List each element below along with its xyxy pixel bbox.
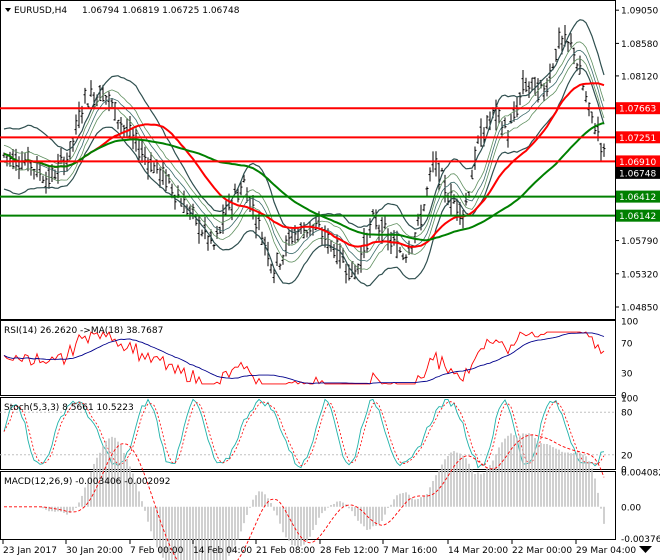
price-tick-label: 1.09050 (621, 7, 658, 17)
ma-red-line (3, 82, 605, 248)
bollinger-upper-line (3, 19, 605, 234)
macd-pane[interactable] (0, 471, 616, 540)
level-tag-label-1: 1.07251 (619, 134, 656, 144)
ohlc-label: 1.06794 1.06819 1.06725 1.06748 (82, 6, 240, 16)
macd-series (4, 433, 605, 560)
rsi-series (3, 331, 605, 385)
time-tick-label: 28 Feb 12:00 (320, 546, 379, 556)
price-tick-label: 1.05790 (621, 237, 658, 247)
stoch-main-line (3, 398, 605, 469)
stoch-title: Stoch(5,3,3) 8.5661 10.5223 (4, 403, 134, 413)
time-tick-label: 29 Mar 04:00 (576, 546, 636, 556)
price-axis: 1.09050 1.08580 1.08120 1.05790 1.05320 1.048… (615, 7, 660, 545)
macd-tick-label: 0.00 (621, 503, 641, 513)
dropdown-triangle-icon[interactable] (5, 8, 11, 12)
rsi-tick-label: 0 (621, 392, 627, 402)
time-tick-label: 7 Feb 00:00 (130, 546, 184, 556)
time-axis: 23 Jan 2017 30 Jan 20:00 7 Feb 00:00 14 Feb… (2, 540, 636, 556)
level-tag-label-0: 1.07663 (619, 105, 656, 115)
level-tag-bg-0 (616, 102, 660, 115)
level-tag-bg-1 (616, 131, 660, 144)
stoch-tick-label: 100 (621, 395, 638, 405)
ma-green-line (3, 121, 605, 242)
rsi-pane[interactable] (0, 320, 616, 396)
chart-header: EURUSD,H4 1.06794 1.06819 1.06725 1.0674… (5, 6, 240, 16)
stoch-tick-label: 0 (621, 466, 627, 476)
rsi-tick-label: 70 (621, 340, 633, 350)
rsi-line (3, 331, 605, 385)
horizontal-levels[interactable]: 1.07663 1.07251 1.06910 1.06412 1.06142 1.067… (0, 102, 660, 222)
stoch-tick-label: 20 (621, 451, 633, 461)
price-tick-label: 1.08580 (621, 40, 658, 50)
envelope-lower-line (3, 58, 605, 271)
stoch-pane[interactable] (0, 397, 616, 470)
time-tick-label: 14 Mar 20:00 (448, 546, 508, 556)
rsi-tick-label: 100 (621, 318, 638, 328)
rsi-tick-label: 30 (621, 369, 633, 379)
bollinger-lower-line (3, 67, 605, 287)
price-tick-label: 1.04850 (621, 303, 658, 313)
stoch-tick-label: 80 (621, 409, 633, 419)
macd-tick-label: 0.004082 (621, 469, 660, 479)
current-price-tag-bg (616, 166, 660, 179)
symbol-label: EURUSD,H4 (14, 6, 67, 16)
level-tag-label-2: 1.06910 (619, 158, 656, 168)
level-tag-bg-4 (616, 209, 660, 222)
price-tick-label: 1.08120 (621, 72, 658, 82)
price-pane[interactable] (0, 0, 616, 320)
current-price-tag-label: 1.06748 (619, 169, 656, 179)
level-tag-bg-3 (616, 190, 660, 203)
time-tick-label: 22 Mar 00:00 (512, 546, 572, 556)
level-tag-label-4: 1.06142 (619, 212, 656, 222)
macd-signal-line (4, 434, 605, 560)
stoch-series (0, 398, 615, 469)
time-tick-label: 14 Feb 04:00 (193, 546, 252, 556)
time-tick-label: 21 Feb 08:00 (256, 546, 315, 556)
time-tick-label: 7 Mar 16:00 (383, 546, 438, 556)
chart-shift-icon[interactable] (639, 546, 652, 553)
price-series (2, 19, 606, 287)
level-tag-bg-2 (616, 155, 660, 168)
rsi-ma-line (3, 332, 605, 385)
time-tick-label: 23 Jan 2017 (3, 546, 57, 556)
ma-fast-line (3, 49, 605, 262)
macd-title: MACD(12,26,9) -0.003406 -0.002092 (4, 477, 170, 487)
envelope-upper-line (3, 41, 605, 254)
rsi-title: RSI(14) 26.2620 ->MA(18) 38.7687 (4, 326, 163, 336)
level-tag-label-3: 1.06412 (619, 193, 656, 203)
time-tick-label: 30 Jan 20:00 (66, 546, 123, 556)
price-tick-label: 1.05320 (621, 270, 658, 280)
